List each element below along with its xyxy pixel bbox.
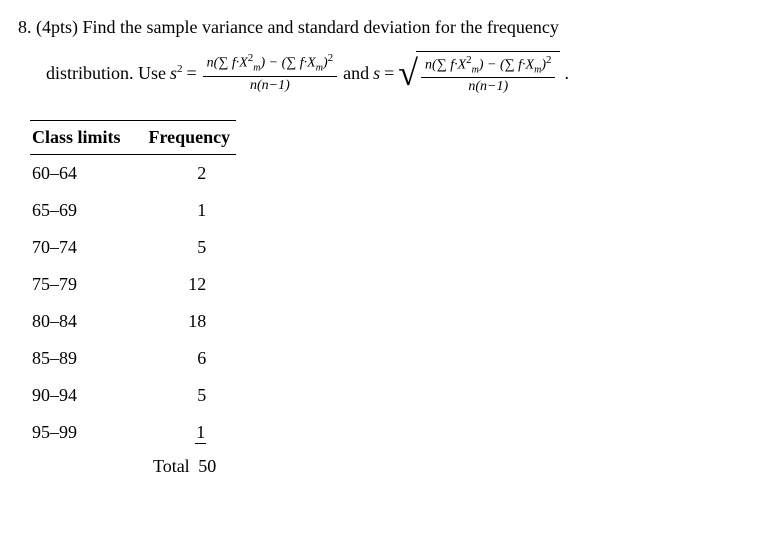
problem-text-l1: Find the sample variance and standard de… [83, 17, 559, 37]
problem-statement-line1: 8. (4pts) Find the sample variance and s… [18, 12, 743, 43]
cell-limits: 75–79 [30, 266, 137, 303]
variance-numerator: n(∑ f·X2m) − (∑ f·Xm)2 [203, 52, 337, 76]
cell-freq: 5 [137, 377, 237, 414]
cell-freq: 6 [137, 340, 237, 377]
cell-freq: 18 [137, 303, 237, 340]
cell-freq: 12 [137, 266, 237, 303]
table-row: 75–79 12 [30, 266, 236, 303]
equals-1: = [187, 58, 197, 89]
table-total-row: Total 50 [30, 452, 236, 485]
s-squared-label: s2 [170, 58, 183, 89]
table-row: 60–64 2 [30, 154, 236, 192]
problem-text-l2a: distribution. Use [46, 58, 166, 89]
header-frequency: Frequency [137, 120, 237, 154]
sqrt-expression: √ n(∑ f·X2m) − (∑ f·Xm)2 n(n−1) [398, 51, 560, 96]
table-row: 80–84 18 [30, 303, 236, 340]
cell-freq: 1 [137, 192, 237, 229]
stddev-denominator: n(n−1) [464, 78, 512, 96]
cell-limits: 70–74 [30, 229, 137, 266]
cell-limits: 65–69 [30, 192, 137, 229]
frequency-table: Class limits Frequency 60–64 2 65–69 1 7… [30, 120, 236, 485]
cell-limits: 60–64 [30, 154, 137, 192]
header-class-limits: Class limits [30, 120, 137, 154]
table-header-row: Class limits Frequency [30, 120, 236, 154]
cell-freq: 5 [137, 229, 237, 266]
total-value: 50 [198, 456, 216, 476]
total-label: Total [153, 456, 190, 476]
period: . [564, 58, 569, 89]
variance-denominator: n(n−1) [246, 77, 294, 95]
cell-limits: 95–99 [30, 414, 137, 452]
table-row: 90–94 5 [30, 377, 236, 414]
cell-limits: 80–84 [30, 303, 137, 340]
equals-2: = [384, 58, 394, 89]
cell-total: Total 50 [137, 452, 237, 485]
sqrt-body: n(∑ f·X2m) − (∑ f·Xm)2 n(n−1) [416, 51, 560, 96]
cell-freq: 2 [137, 154, 237, 192]
problem-points: (4pts) [36, 17, 78, 37]
cell-empty [30, 452, 137, 485]
variance-fraction: n(∑ f·X2m) − (∑ f·Xm)2 n(n−1) [203, 52, 337, 94]
cell-limits: 85–89 [30, 340, 137, 377]
s-label: s [373, 58, 380, 89]
problem-statement-line2: distribution. Use s2 = n(∑ f·X2m) − (∑ f… [46, 51, 743, 96]
table-row: 85–89 6 [30, 340, 236, 377]
stddev-fraction: n(∑ f·X2m) − (∑ f·Xm)2 n(n−1) [421, 54, 555, 96]
cell-freq: 1 [137, 414, 237, 452]
table-row: 65–69 1 [30, 192, 236, 229]
table-row: 95–99 1 [30, 414, 236, 452]
cell-limits: 90–94 [30, 377, 137, 414]
and-text: and [343, 58, 369, 89]
problem-number: 8. [18, 17, 32, 37]
stddev-numerator: n(∑ f·X2m) − (∑ f·Xm)2 [421, 54, 555, 78]
table-row: 70–74 5 [30, 229, 236, 266]
